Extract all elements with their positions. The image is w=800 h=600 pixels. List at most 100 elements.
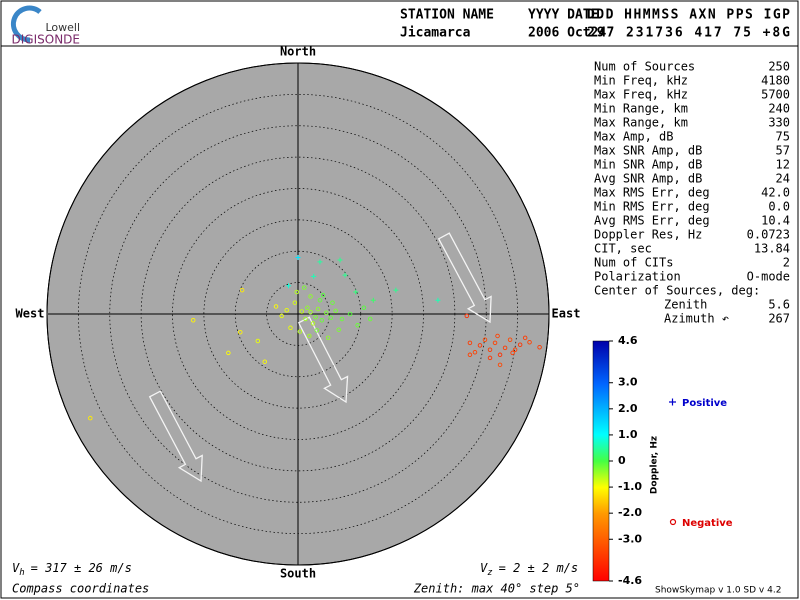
source-positive [393,287,399,293]
stat-label: Max Amp, dB [594,130,673,144]
header-column: DDD HHMMSS AXN PPS IGP [587,8,790,23]
source-negative [482,337,488,342]
source-negative [307,333,312,339]
source-positive [311,273,317,279]
dir-south: South [280,567,316,581]
source-negative [226,350,231,356]
header-column: STATION NAME [400,8,494,23]
source-negative [314,328,320,333]
colorbar-tick-label: 0 [618,454,626,467]
source-positive [353,289,359,295]
stat-label: Azimuth ↶ [664,312,729,326]
velocity-vh: Vh = 317 ± 26 m/s [12,561,132,578]
colorbar-tick-label: 4.6 [618,334,638,347]
source-negative [305,305,310,310]
velocity-subscript: h [19,568,24,578]
source-negative [294,289,299,295]
source-negative [495,333,500,339]
source-negative [355,323,360,328]
logo-bottom: DIGISONDE [12,33,80,47]
source-negative [310,321,316,326]
stat-value: 0.0 [768,200,790,214]
velocity-vz: Vz = 2 ± 2 m/s [480,561,578,578]
source-negative [492,340,498,346]
stat-value: 13.84 [754,242,790,256]
colorbar-tick-label: 3.0 [618,376,638,389]
velocity-symbol: V [480,561,488,575]
source-negative [319,318,325,323]
stat-label: Max Range, km [594,116,688,130]
stat-label: Polarization [594,270,681,284]
source-positive [342,272,348,278]
stat-label: Min SNR Amp, dB [594,158,702,172]
source-negative [497,362,503,368]
coords-note: Compass coordinates [12,582,149,596]
source-negative [336,327,342,332]
source-negative [472,350,478,355]
source-negative [467,340,473,346]
logo: Lowell DIGISONDE [10,5,80,47]
source-negative [88,415,93,421]
colorbar-tick-label: -2.0 [618,506,642,519]
stat-value: 24 [776,172,790,186]
stat-label: Num of Sources [594,60,695,74]
source-negative [507,337,513,342]
source-negative [330,300,335,305]
source-negative [303,316,308,322]
source-negative [487,355,493,361]
colorbar-tick-label: -3.0 [618,532,642,545]
header-value: 297 231736 417 75 +8G [587,26,790,41]
velocity-text: = 317 ± 26 m/s [31,561,132,575]
stat-label: Min Freq, kHz [594,74,688,88]
velocity-arrow [297,316,349,404]
source-negative [464,313,470,319]
stat-label: Min Range, km [594,102,688,116]
source-negative [313,314,318,320]
source-negative [502,345,508,351]
source-negative [292,300,298,305]
legend-positive: Positive [682,398,727,409]
source-negative [325,335,331,341]
source-positive [286,283,292,289]
source-negative [323,310,329,315]
stat-label: Max SNR Amp, dB [594,144,702,158]
stat-value: 240 [768,102,790,116]
source-negative [512,347,518,353]
source-positive [337,257,343,263]
source-negative [510,350,515,356]
zenith-note: Zenith: max 40° step 5° [413,582,580,596]
legend-negative: Negative [682,518,733,529]
logo-swoosh [10,5,42,43]
source-positive [435,297,441,303]
source-negative [517,342,523,347]
stat-label: Doppler Res, Hz [594,228,702,242]
source-negative [299,309,305,314]
source-negative [190,318,196,323]
stat-value: 250 [768,60,790,74]
stat-value: 4180 [761,74,790,88]
stat-label: Center of Sources, deg: [594,284,760,298]
colorbar-label: Doppler, Hz [650,436,660,494]
source-negative [361,305,367,310]
velocity-symbol: V [12,561,20,575]
stat-value: 57 [776,144,790,158]
source-negative [238,329,243,335]
colorbar-tick-label: -4.6 [618,574,642,587]
source-positive [295,255,301,261]
stat-label: CIT, sec [594,242,652,256]
stat-value: 0.0723 [747,228,790,242]
dir-east: East [552,307,581,321]
source-negative [279,313,284,319]
stat-value: 75 [776,130,790,144]
stat-label: Num of CITs [594,256,673,270]
velocity-text: = 2 ± 2 m/s [499,561,578,575]
stat-value: 5.6 [768,298,790,312]
colorbar-tick-label: -1.0 [618,480,642,493]
source-negative [527,339,532,345]
stat-label: Max Freq, kHz [594,88,688,102]
stat-value: 330 [768,116,790,130]
velocity-arrow [148,390,203,483]
source-negative [467,352,473,358]
stat-value: 2 [783,256,790,270]
